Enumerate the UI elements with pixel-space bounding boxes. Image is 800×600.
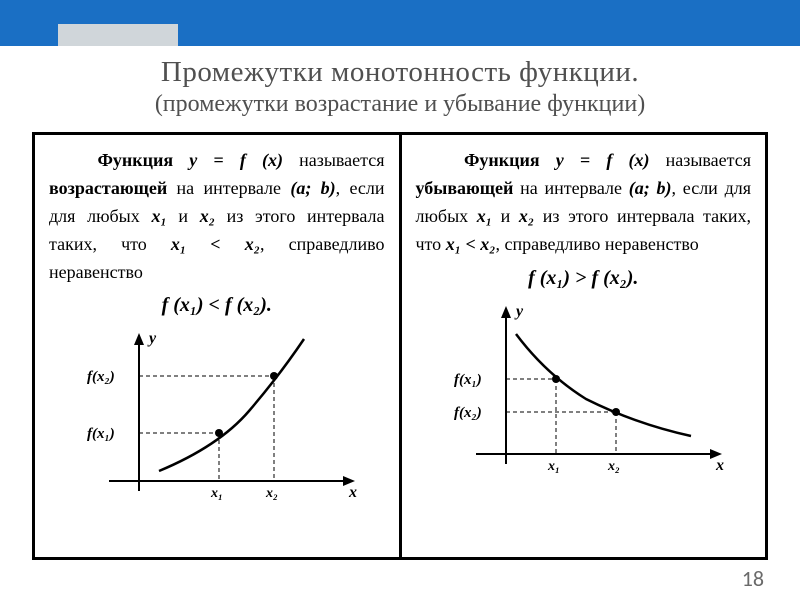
svg-text:f(x₁): f(x₁) bbox=[454, 372, 482, 388]
def-keyword: убывающей bbox=[416, 178, 514, 198]
svg-text:x₁: x₁ bbox=[547, 459, 560, 474]
definition-panels: Функция y = f (x) называется возрастающе… bbox=[32, 132, 768, 560]
header-inset bbox=[58, 24, 178, 46]
svg-text:f(x₂): f(x₂) bbox=[87, 369, 115, 385]
title-block: Промежутки монотонность функции. (промеж… bbox=[0, 46, 800, 124]
def-condition: x₁ < x₂ bbox=[171, 234, 260, 254]
def-interval: (a; b) bbox=[290, 178, 335, 198]
def-keyword: возрастающей bbox=[49, 178, 167, 198]
graph-decreasing: y x f(x₁) f(x₂) x₁ x₂ bbox=[416, 294, 752, 474]
svg-text:f(x₂): f(x₂) bbox=[454, 405, 482, 421]
svg-text:x₂: x₂ bbox=[265, 486, 278, 501]
panel-decreasing: Функция y = f (x) называется убывающей н… bbox=[402, 135, 766, 557]
svg-text:x: x bbox=[348, 484, 357, 501]
svg-text:x₂: x₂ bbox=[607, 459, 620, 474]
def-func: y = f (x) bbox=[189, 150, 283, 170]
def-func: y = f (x) bbox=[556, 150, 650, 170]
definition-decreasing: Функция y = f (x) называется убывающей н… bbox=[416, 147, 752, 259]
graph-increasing: y x f(x₂) f(x₁) x₁ x₂ bbox=[49, 321, 385, 501]
formula-increasing: f (x₁) < f (x₂). bbox=[49, 294, 385, 317]
definition-increasing: Функция y = f (x) называется возрастающе… bbox=[49, 147, 385, 286]
def-lead: Функция bbox=[97, 150, 173, 170]
formula-decreasing: f (x₁) > f (x₂). bbox=[416, 267, 752, 290]
page-number: 18 bbox=[742, 565, 764, 592]
svg-text:x₁: x₁ bbox=[210, 486, 223, 501]
svg-text:f(x₁): f(x₁) bbox=[87, 426, 115, 442]
svg-text:y: y bbox=[147, 330, 157, 347]
svg-text:x: x bbox=[715, 457, 724, 474]
title-sub: (промежутки возрастание и убывание функц… bbox=[20, 91, 780, 118]
def-lead: Функция bbox=[464, 150, 540, 170]
title-main: Промежутки монотонность функции. bbox=[20, 56, 780, 89]
header-bar bbox=[0, 0, 800, 46]
panel-increasing: Функция y = f (x) называется возрастающе… bbox=[35, 135, 402, 557]
def-interval: (a; b) bbox=[629, 178, 672, 198]
svg-text:y: y bbox=[514, 303, 524, 320]
def-condition: x₁ < x₂ bbox=[446, 234, 496, 254]
